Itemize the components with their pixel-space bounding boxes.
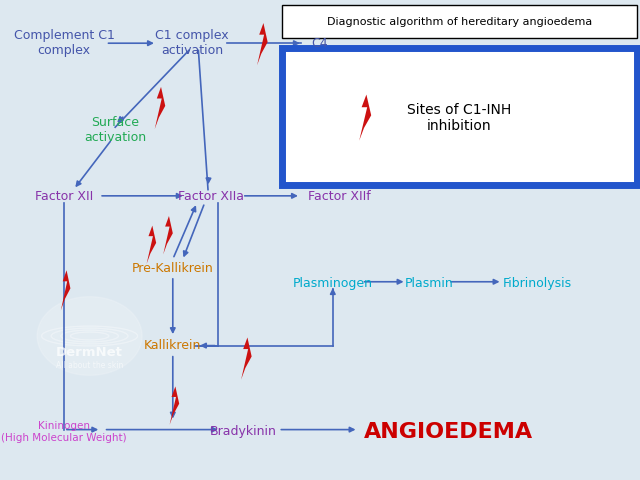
Text: DermNet: DermNet <box>56 346 123 360</box>
Polygon shape <box>241 337 252 380</box>
Text: Kininogen
(High Molecular Weight): Kininogen (High Molecular Weight) <box>1 421 127 443</box>
Polygon shape <box>163 216 173 254</box>
Polygon shape <box>155 87 165 129</box>
Text: C1 complex
activation: C1 complex activation <box>155 29 229 57</box>
Polygon shape <box>147 226 156 264</box>
Text: Plasminogen: Plasminogen <box>293 276 372 290</box>
Text: Diagnostic algorithm of hereditary angioedema: Diagnostic algorithm of hereditary angio… <box>327 17 592 26</box>
Text: Pre-Kallikrein: Pre-Kallikrein <box>132 262 214 276</box>
Polygon shape <box>257 23 268 65</box>
Text: C4: C4 <box>312 36 328 50</box>
Text: ANGIOEDEMA: ANGIOEDEMA <box>364 422 532 442</box>
Text: Factor XII: Factor XII <box>35 190 93 204</box>
Text: Surface
activation: Surface activation <box>84 116 147 144</box>
Text: Factor XIIf: Factor XIIf <box>308 190 371 204</box>
Polygon shape <box>170 386 179 425</box>
Text: Sites of C1-INH
inhibition: Sites of C1-INH inhibition <box>408 103 511 132</box>
Text: Bradykinin: Bradykinin <box>210 425 276 439</box>
Polygon shape <box>61 270 70 311</box>
FancyBboxPatch shape <box>282 48 637 185</box>
Polygon shape <box>359 95 371 141</box>
Text: Kallikrein: Kallikrein <box>144 339 202 352</box>
Text: Fibrinolysis: Fibrinolysis <box>503 276 572 290</box>
Text: Factor XIIa: Factor XIIa <box>178 190 244 204</box>
Text: Plasmin: Plasmin <box>404 276 453 290</box>
Circle shape <box>37 297 142 375</box>
FancyBboxPatch shape <box>282 5 637 38</box>
Text: All about the skin: All about the skin <box>56 361 124 370</box>
Text: Complement C1
complex: Complement C1 complex <box>13 29 115 57</box>
